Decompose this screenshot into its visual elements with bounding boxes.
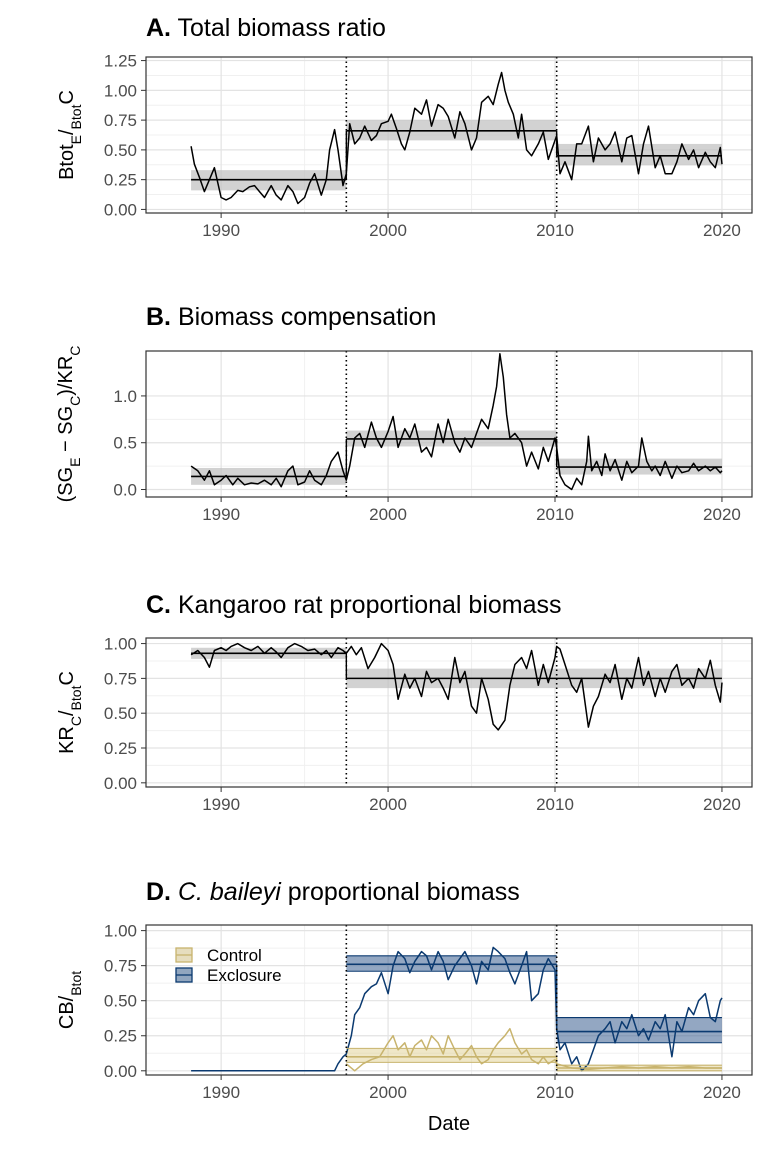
plot-border	[145, 56, 753, 214]
y-tick-label: 0.25	[104, 739, 137, 758]
y-tick-label: 1.00	[104, 635, 137, 654]
x-tick-label: 2010	[536, 1083, 574, 1102]
x-tick-label: 2000	[369, 1083, 407, 1102]
x-tick-label: 2010	[536, 221, 574, 240]
panel-title: D. C. baileyi proportional biomass	[146, 878, 520, 906]
x-tick-label: 2020	[703, 1083, 741, 1102]
plot-border	[145, 924, 753, 1076]
y-tick-label: 0.5	[113, 434, 137, 453]
panel-d: D. C. baileyi proportional biomass 1990 20…	[56, 878, 753, 1135]
y-tick-label: 0.00	[104, 1062, 137, 1081]
x-tick-label: 2020	[703, 221, 741, 240]
gridlines	[146, 638, 752, 787]
y-tick-label: 0.25	[104, 171, 137, 190]
y-axis-label: CB/Btot	[56, 971, 84, 1029]
series-line-control	[345, 1027, 722, 1072]
y-tick-label: 0.75	[104, 669, 137, 688]
y-tick-label: 0.00	[104, 200, 137, 219]
y-tick-label: 0.50	[104, 704, 137, 723]
x-tick-label: 1990	[202, 505, 240, 524]
x-tick-label: 1990	[202, 795, 240, 814]
panel-b: B. Biomass compensation 1990 2000 2010 2020 0…	[55, 303, 753, 524]
panel-a: A. Total biomass ratio 1990 2000 2010 2020 0.…	[56, 14, 753, 240]
legend-label-control: Control	[207, 946, 262, 965]
x-tick-label: 2010	[536, 795, 574, 814]
y-tick-label: 1.25	[104, 52, 137, 71]
series-line	[190, 353, 723, 491]
legend-label-exclosure: Exclosure	[207, 966, 282, 985]
series-line	[190, 642, 723, 731]
series-line-exclosure	[191, 946, 723, 1072]
plot-border	[145, 350, 753, 498]
y-tick-label: 1.00	[104, 922, 137, 941]
x-axis-label: Date	[428, 1113, 470, 1135]
y-tick-label: 0.75	[104, 111, 137, 130]
y-tick-label: 1.00	[104, 81, 137, 100]
x-tick-label: 1990	[202, 221, 240, 240]
x-tick-label: 2000	[369, 795, 407, 814]
y-tick-label: 0.00	[104, 774, 137, 793]
panel-title: C. Kangaroo rat proportional biomass	[146, 591, 562, 619]
y-axis-label: KRC/BtotC	[56, 671, 84, 754]
x-tick-label: 2010	[536, 505, 574, 524]
x-tick-label: 1990	[202, 1083, 240, 1102]
y-tick-label: 0.25	[104, 1027, 137, 1046]
x-tick-label: 2000	[369, 221, 407, 240]
confidence-band	[346, 1048, 557, 1063]
y-tick-label: 0.50	[104, 141, 137, 160]
plot-border	[145, 637, 753, 788]
plot-background	[146, 638, 752, 787]
y-tick-label: 0.75	[104, 957, 137, 976]
y-tick-label: 0.0	[113, 481, 137, 500]
y-axis-label: (SGE − SGC)/KRC	[55, 346, 83, 503]
y-tick-label: 1.0	[113, 387, 137, 406]
panel-c: C. Kangaroo rat proportional biomass 1990…	[56, 591, 753, 814]
panel-title: A. Total biomass ratio	[146, 14, 386, 42]
series-line	[190, 71, 723, 205]
y-tick-label: 0.50	[104, 992, 137, 1011]
x-tick-label: 2020	[703, 795, 741, 814]
x-tick-label: 2000	[369, 505, 407, 524]
panel-title: B. Biomass compensation	[146, 303, 436, 331]
confidence-band	[556, 1017, 722, 1043]
y-axis-label: BtotE/BtotC	[56, 90, 84, 180]
x-tick-label: 2020	[703, 505, 741, 524]
